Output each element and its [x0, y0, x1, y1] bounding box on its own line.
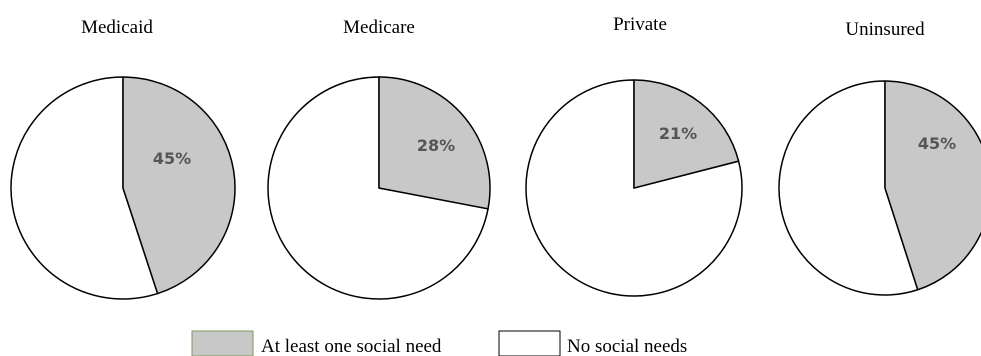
- pie-data-label-medicare: 28%: [417, 136, 455, 155]
- pie-slice-no-social-needs-private: [525, 79, 743, 297]
- pie-slice-no-social-needs-medicaid: [10, 76, 159, 300]
- legend-swatch-no-social-needs: [498, 330, 561, 356]
- pie-data-label-uninsured: 45%: [918, 134, 956, 153]
- pie-title-medicaid: Medicaid: [81, 17, 153, 38]
- legend-swatch-at-least-one-social-need: [191, 330, 254, 356]
- pie-medicaid: Medicaid 45%: [10, 17, 236, 300]
- pie-slice-social-need-private: [633, 79, 740, 189]
- pie-data-label-medicaid: 45%: [153, 149, 191, 168]
- pie-medicare: Medicare 28%: [267, 17, 491, 300]
- pie-private: Private 21%: [525, 14, 743, 297]
- pie-slice-social-need-medicaid: [122, 76, 236, 295]
- legend-label-no-social-needs: No social needs: [567, 336, 687, 356]
- pie-charts-group: Medicaid 45% Medicare 28% Private 21% Uninsure…: [10, 14, 981, 300]
- pie-data-label-private: 21%: [659, 124, 697, 143]
- pie-title-private: Private: [613, 14, 667, 35]
- pie-slice-no-social-needs-uninsured: [778, 80, 919, 296]
- pie-uninsured: Uninsured 45%: [778, 19, 981, 296]
- pie-slice-social-need-uninsured: [884, 80, 981, 291]
- pie-title-medicare: Medicare: [343, 17, 415, 38]
- legend: At least one social need No social needs: [191, 330, 687, 356]
- legend-label-at-least-one-social-need: At least one social need: [261, 336, 442, 356]
- pie-slice-no-social-needs-medicare: [267, 76, 489, 300]
- pie-title-uninsured: Uninsured: [845, 19, 925, 40]
- pie-slice-social-need-medicare: [378, 76, 491, 210]
